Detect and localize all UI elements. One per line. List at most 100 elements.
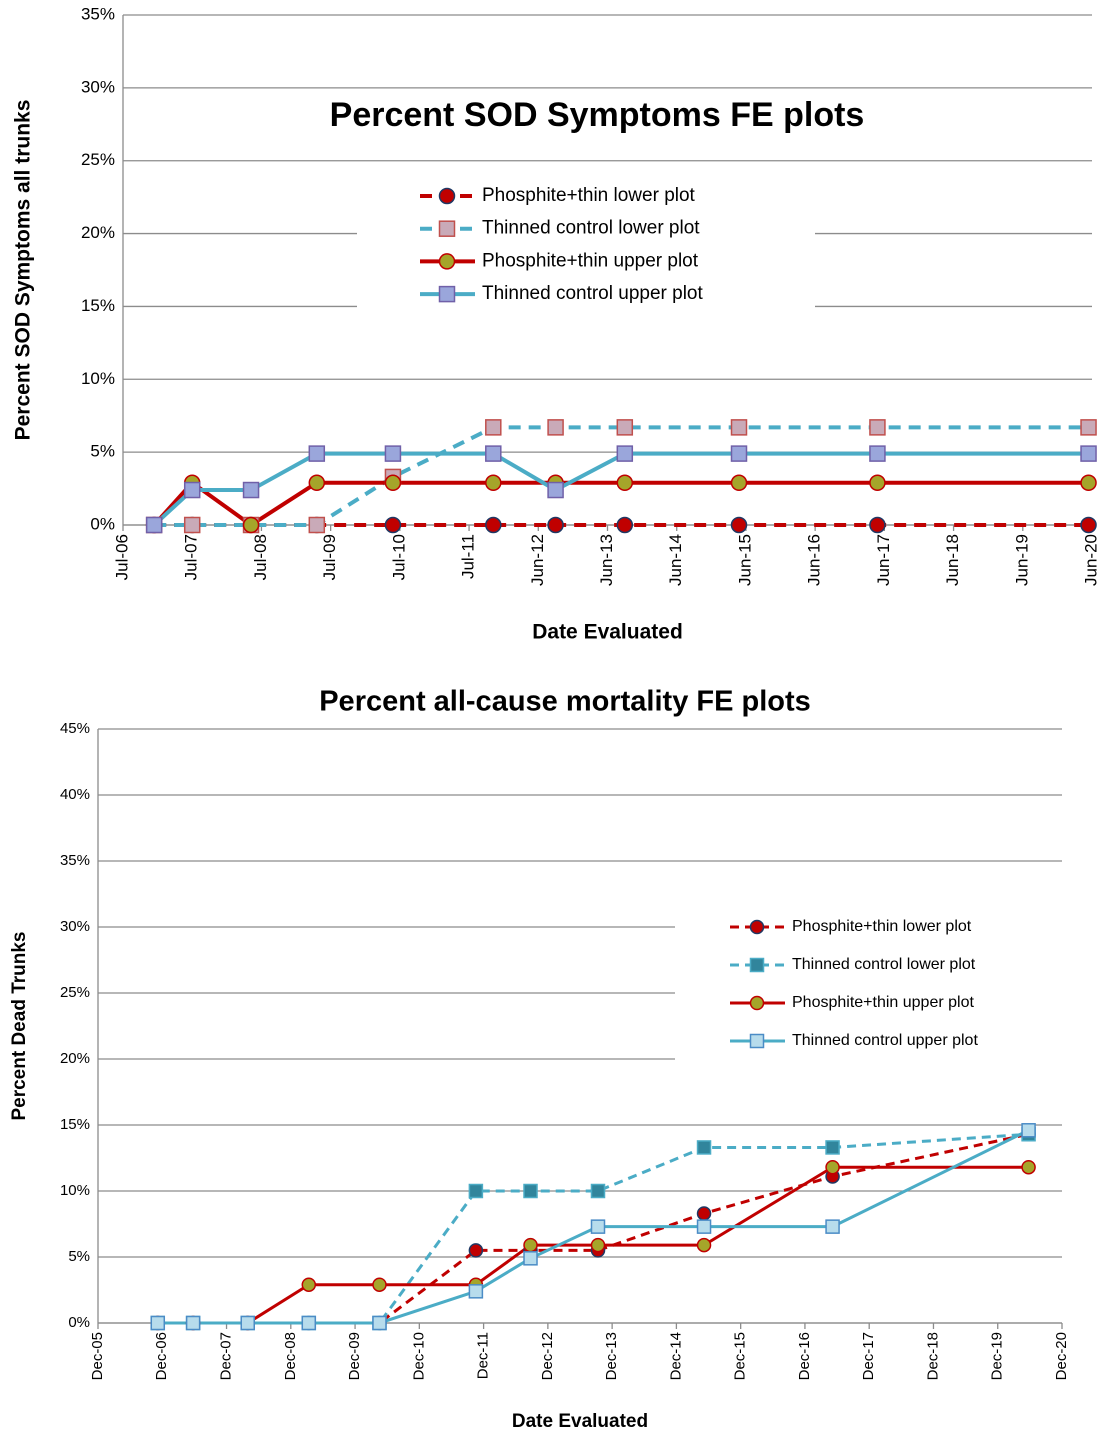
y-tick-label: 5%	[90, 442, 115, 461]
x-tick-label: Jun-16	[805, 534, 824, 586]
marker	[145, 516, 163, 534]
marker	[301, 1277, 317, 1292]
x-axis-label: Date Evaluated	[512, 1411, 648, 1432]
legend-label: Phosphite+thin lower plot	[792, 918, 972, 935]
marker	[590, 1237, 606, 1253]
x-tick-label: Jun-18	[943, 534, 962, 586]
legend-marker	[438, 253, 456, 270]
marker	[1080, 516, 1097, 534]
marker	[696, 1219, 712, 1234]
y-tick-label: 10%	[81, 369, 115, 388]
marker	[616, 474, 634, 491]
x-tick-label: Jul-11	[459, 534, 478, 579]
x-tick-label: Jun-12	[528, 534, 547, 586]
marker	[1080, 474, 1097, 491]
x-tick-label: Jul-07	[182, 534, 201, 580]
x-tick-label: Dec-11	[475, 1332, 492, 1379]
marker	[308, 516, 326, 534]
y-tick-label: 20%	[60, 1050, 90, 1067]
x-tick-label: Dec-05	[89, 1332, 106, 1380]
legend-label: Phosphite+thin upper plot	[482, 250, 699, 271]
x-axis-label: Date Evaluated	[532, 621, 683, 644]
x-tick-label: Dec-06	[153, 1332, 170, 1380]
legend-label: Phosphite+thin lower plot	[482, 185, 696, 206]
marker	[468, 1183, 484, 1199]
y-tick-label: 25%	[81, 150, 115, 169]
marker	[301, 1315, 317, 1331]
legend-background	[357, 176, 815, 314]
y-tick-label: 40%	[60, 786, 90, 803]
x-tick-label: Dec-14	[667, 1332, 684, 1380]
marker	[183, 481, 201, 499]
marker	[242, 516, 260, 534]
marker	[384, 474, 402, 491]
marker	[825, 1219, 840, 1234]
x-tick-label: Dec-09	[346, 1332, 363, 1380]
marker	[1080, 419, 1097, 436]
marker	[150, 1315, 166, 1331]
marker	[308, 445, 326, 462]
marker	[1021, 1159, 1036, 1175]
x-tick-label: Dec-15	[732, 1332, 749, 1380]
x-tick-label: Jun-14	[666, 534, 685, 586]
marker	[1021, 1123, 1036, 1138]
y-tick-label: 45%	[60, 720, 90, 737]
marker	[696, 1140, 712, 1155]
x-tick-label: Dec-13	[603, 1332, 620, 1380]
marker	[308, 474, 326, 491]
x-tick-label: Dec-16	[796, 1332, 813, 1380]
marker	[523, 1237, 538, 1253]
legend-label: Phosphite+thin upper plot	[792, 994, 974, 1011]
legend-label: Thinned control upper plot	[792, 1032, 978, 1049]
x-tick-label: Dec-07	[218, 1332, 235, 1380]
marker	[240, 1315, 255, 1331]
x-tick-label: Jun-17	[874, 534, 893, 586]
x-tick-label: Dec-08	[282, 1332, 299, 1380]
marker	[372, 1277, 387, 1292]
marker	[825, 1159, 840, 1175]
legend-marker	[749, 957, 765, 973]
marker	[825, 1140, 840, 1155]
marker	[696, 1206, 712, 1221]
marker	[372, 1315, 387, 1331]
x-tick-label: Dec-12	[539, 1332, 556, 1380]
y-tick-label: 20%	[81, 223, 115, 242]
marker	[869, 419, 886, 436]
marker	[242, 481, 260, 499]
y-tick-label: 30%	[60, 918, 90, 935]
marker	[730, 474, 748, 491]
marker	[730, 445, 748, 462]
marker	[590, 1183, 606, 1199]
marker	[730, 516, 748, 534]
marker	[869, 474, 886, 491]
marker	[730, 419, 748, 436]
chart-title: Percent all-cause mortality FE plots	[319, 686, 811, 718]
legend-marker	[749, 1033, 765, 1049]
y-tick-label: 0%	[68, 1314, 90, 1331]
marker	[384, 516, 402, 534]
marker	[696, 1237, 712, 1253]
marker	[616, 419, 634, 436]
marker	[616, 516, 634, 534]
legend-marker	[438, 285, 456, 303]
marker	[1080, 445, 1097, 462]
marker	[523, 1183, 538, 1199]
marker	[485, 445, 502, 462]
y-tick-label: 0%	[90, 514, 115, 533]
x-tick-label: Dec-19	[989, 1332, 1006, 1380]
x-tick-label: Jul-08	[251, 534, 270, 580]
y-tick-label: 30%	[81, 77, 115, 96]
x-tick-label: Jun-13	[597, 534, 616, 586]
marker	[185, 1315, 201, 1331]
marker	[468, 1243, 484, 1258]
chart-title: Percent SOD Symptoms FE plots	[330, 96, 865, 134]
x-tick-label: Jun-20	[1081, 534, 1098, 586]
marker	[869, 516, 886, 534]
x-tick-label: Jun-15	[735, 534, 754, 586]
x-tick-label: Jul-06	[112, 534, 131, 580]
legend-label: Thinned control lower plot	[792, 956, 976, 973]
x-tick-label: Dec-18	[924, 1332, 941, 1380]
y-tick-label: 15%	[60, 1116, 90, 1133]
x-tick-label: Jul-10	[389, 534, 408, 580]
